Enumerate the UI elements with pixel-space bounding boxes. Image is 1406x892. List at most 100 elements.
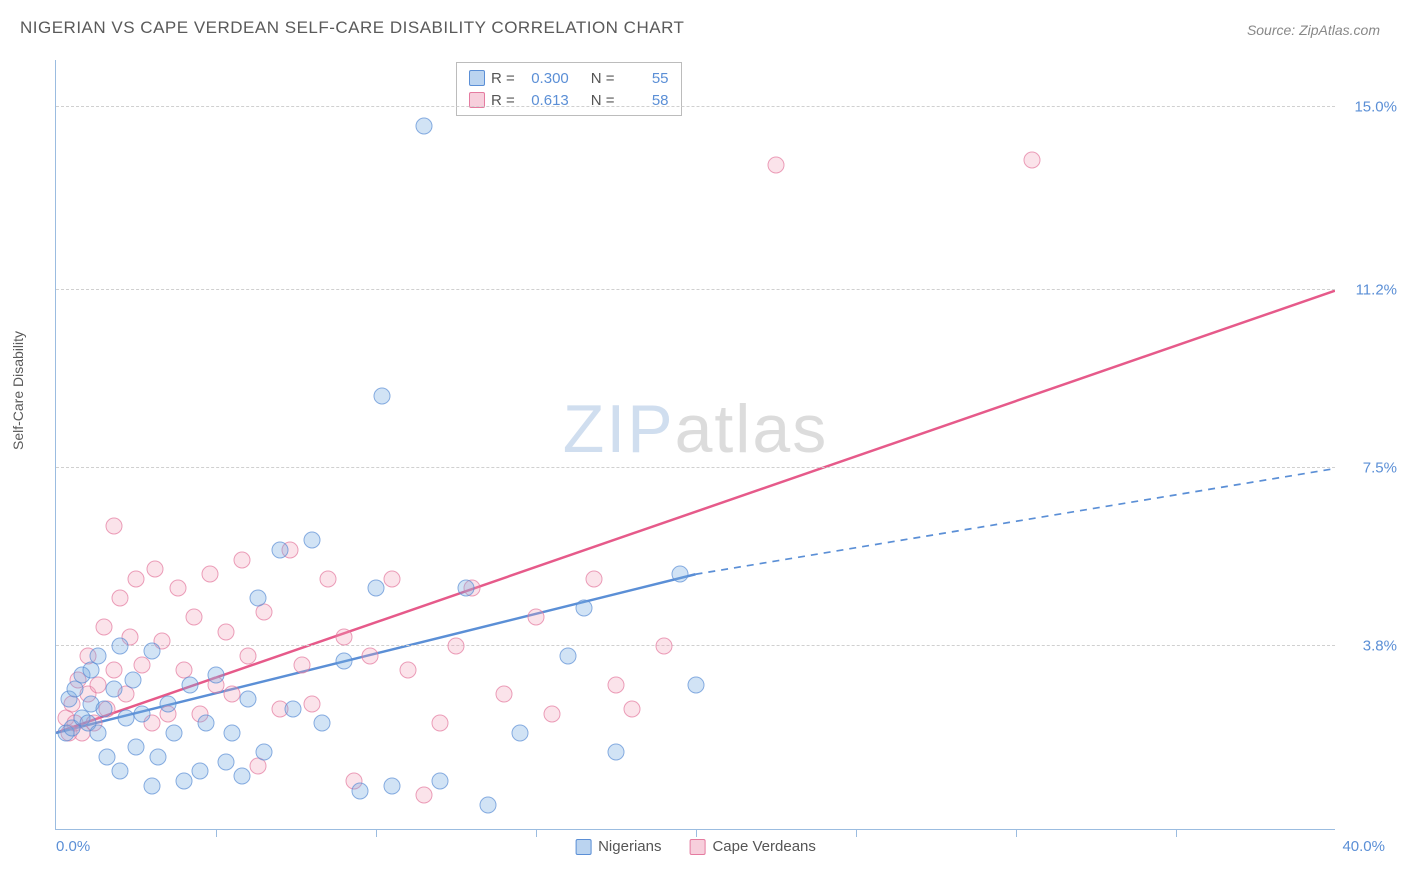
data-point-pink (147, 561, 164, 578)
data-point-pink (544, 705, 561, 722)
data-point-blue (313, 715, 330, 732)
data-point-blue (480, 796, 497, 813)
data-point-blue (144, 777, 161, 794)
legend-label: Nigerians (598, 838, 661, 855)
swatch-pink-icon (689, 839, 705, 855)
data-point-blue (118, 710, 135, 727)
data-point-blue (192, 763, 209, 780)
data-point-pink (416, 787, 433, 804)
x-tick (216, 829, 217, 837)
data-point-blue (96, 700, 113, 717)
data-point-blue (144, 642, 161, 659)
data-point-blue (166, 724, 183, 741)
data-point-blue (374, 387, 391, 404)
data-point-blue (150, 748, 167, 765)
data-point-blue (89, 647, 106, 664)
data-point-pink (656, 638, 673, 655)
data-point-blue (99, 748, 116, 765)
gridline (56, 106, 1335, 107)
y-tick-label: 3.8% (1363, 638, 1397, 655)
data-point-pink (384, 570, 401, 587)
trend-lines (56, 60, 1335, 829)
data-point-pink (361, 647, 378, 664)
stat-n-label: N = (591, 70, 615, 87)
data-point-blue (336, 652, 353, 669)
watermark: ZIPatlas (563, 390, 828, 468)
data-point-blue (128, 739, 145, 756)
data-point-pink (201, 565, 218, 582)
scatter-plot: ZIPatlas R = 0.300 N = 55 R = 0.613 N = … (55, 60, 1335, 830)
y-tick-label: 7.5% (1363, 460, 1397, 477)
data-point-blue (608, 744, 625, 761)
data-point-blue (368, 580, 385, 597)
legend-label: Cape Verdeans (712, 838, 815, 855)
data-point-blue (384, 777, 401, 794)
stats-row-pink: R = 0.613 N = 58 (469, 89, 669, 111)
x-tick (856, 829, 857, 837)
gridline (56, 467, 1335, 468)
data-point-pink (128, 570, 145, 587)
data-point-blue (224, 724, 241, 741)
source-attribution: Source: ZipAtlas.com (1247, 22, 1380, 38)
data-point-blue (176, 772, 193, 789)
data-point-blue (208, 667, 225, 684)
data-point-blue (134, 705, 151, 722)
chart-title: NIGERIAN VS CAPE VERDEAN SELF-CARE DISAB… (20, 18, 684, 38)
watermark-zip: ZIP (563, 391, 675, 467)
data-point-blue (217, 753, 234, 770)
data-point-blue (105, 681, 122, 698)
data-point-blue (272, 541, 289, 558)
data-point-blue (198, 715, 215, 732)
data-point-blue (352, 782, 369, 799)
data-point-pink (624, 700, 641, 717)
stats-legend-box: R = 0.300 N = 55 R = 0.613 N = 58 (456, 62, 682, 116)
data-point-pink (448, 638, 465, 655)
data-point-blue (304, 532, 321, 549)
data-point-pink (185, 609, 202, 626)
stat-r-value: 0.300 (521, 70, 569, 87)
data-point-pink (294, 657, 311, 674)
data-point-blue (240, 691, 257, 708)
y-tick-label: 15.0% (1354, 99, 1397, 116)
legend-item-pink: Cape Verdeans (689, 838, 815, 855)
data-point-blue (233, 768, 250, 785)
data-point-pink (585, 570, 602, 587)
swatch-blue-icon (575, 839, 591, 855)
data-point-pink (432, 715, 449, 732)
data-point-blue (124, 671, 141, 688)
stat-r-label: R = (491, 70, 515, 87)
data-point-blue (688, 676, 705, 693)
y-axis-label: Self-Care Disability (10, 331, 26, 450)
watermark-atlas: atlas (675, 391, 829, 467)
data-point-pink (217, 623, 234, 640)
data-point-pink (768, 156, 785, 173)
data-point-pink (608, 676, 625, 693)
data-point-pink (1024, 152, 1041, 169)
data-point-blue (672, 565, 689, 582)
data-point-blue (284, 700, 301, 717)
x-tick (696, 829, 697, 837)
data-point-pink (240, 647, 257, 664)
data-point-blue (112, 763, 129, 780)
gridline (56, 289, 1335, 290)
data-point-pink (112, 590, 129, 607)
stat-n-value: 55 (621, 70, 669, 87)
data-point-pink (304, 695, 321, 712)
x-axis-min-label: 0.0% (56, 838, 90, 855)
bottom-legend: Nigerians Cape Verdeans (575, 838, 816, 855)
data-point-pink (96, 618, 113, 635)
swatch-blue-icon (469, 70, 485, 86)
data-point-pink (320, 570, 337, 587)
data-point-blue (256, 744, 273, 761)
data-point-pink (105, 662, 122, 679)
x-tick (376, 829, 377, 837)
x-tick (1176, 829, 1177, 837)
data-point-blue (112, 638, 129, 655)
data-point-blue (182, 676, 199, 693)
data-point-pink (528, 609, 545, 626)
x-axis-max-label: 40.0% (1342, 838, 1385, 855)
data-point-blue (89, 724, 106, 741)
data-point-blue (416, 118, 433, 135)
data-point-blue (576, 599, 593, 616)
data-point-pink (224, 686, 241, 703)
